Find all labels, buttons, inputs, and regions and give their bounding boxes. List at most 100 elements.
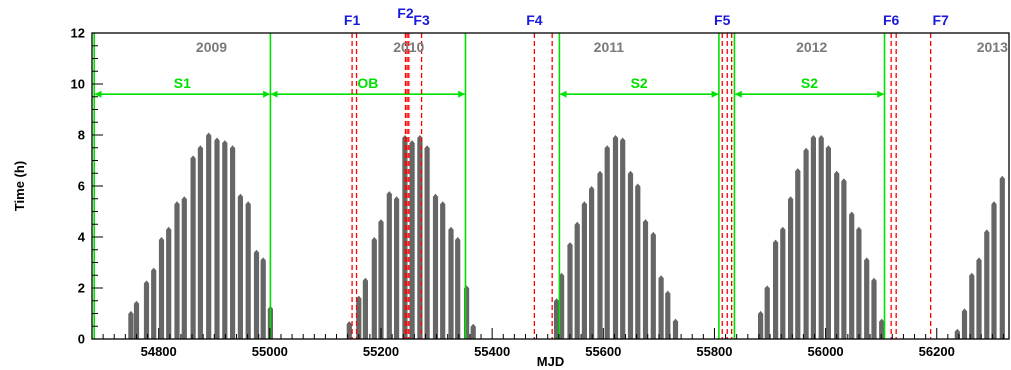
data-bar-59 bbox=[803, 147, 809, 339]
data-bar-66 bbox=[856, 226, 862, 339]
x-tick-label-6: 56000 bbox=[808, 344, 844, 359]
data-bar-9 bbox=[197, 145, 203, 339]
data-bar-12 bbox=[222, 140, 228, 339]
data-bar-5 bbox=[166, 226, 172, 339]
data-bar-46 bbox=[627, 170, 634, 339]
data-bar-25 bbox=[394, 196, 400, 339]
data-bar-27 bbox=[409, 140, 415, 339]
data-bar-45 bbox=[620, 137, 626, 339]
data-bar-0 bbox=[128, 310, 134, 339]
data-bar-23 bbox=[378, 219, 384, 339]
y-tick-label-6: 12 bbox=[71, 26, 85, 41]
data-bar-56 bbox=[780, 226, 786, 339]
data-bar-71 bbox=[961, 308, 968, 339]
data-bar-14 bbox=[237, 193, 243, 339]
data-bar-39 bbox=[574, 221, 580, 339]
data-bar-64 bbox=[841, 178, 847, 339]
data-bar-73 bbox=[976, 257, 982, 339]
period-label-3: S2 bbox=[801, 75, 818, 91]
x-tick-label-1: 55000 bbox=[252, 344, 288, 359]
y-tick-label-5: 10 bbox=[71, 77, 85, 92]
data-bar-53 bbox=[758, 310, 764, 339]
x-axis-title: MJD bbox=[537, 354, 564, 369]
data-bar-43 bbox=[604, 145, 610, 339]
data-bar-38 bbox=[567, 242, 573, 339]
data-bar-74 bbox=[984, 229, 990, 339]
data-bar-47 bbox=[635, 183, 641, 339]
y-axis-title: Time (h) bbox=[12, 161, 27, 211]
data-bar-61 bbox=[818, 135, 824, 339]
data-bar-1 bbox=[133, 300, 140, 339]
data-bar-20 bbox=[356, 295, 362, 339]
year-label-0: 2009 bbox=[196, 39, 227, 55]
data-bar-36 bbox=[554, 298, 560, 339]
flare-label-2: F3 bbox=[413, 12, 430, 28]
y-tick-label-0: 0 bbox=[78, 332, 85, 347]
data-bar-63 bbox=[834, 170, 840, 339]
flare-label-5: F6 bbox=[883, 12, 900, 28]
data-bar-6 bbox=[174, 201, 180, 339]
data-bar-15 bbox=[245, 201, 251, 339]
data-bar-13 bbox=[230, 145, 236, 339]
data-bar-3 bbox=[151, 267, 157, 339]
year-label-1: 2010 bbox=[393, 39, 424, 55]
data-bar-30 bbox=[432, 193, 439, 339]
data-bar-75 bbox=[991, 201, 997, 339]
year-label-2: 2011 bbox=[594, 39, 625, 55]
data-bar-76 bbox=[999, 175, 1005, 339]
y-tick-label-2: 4 bbox=[78, 230, 86, 245]
data-bar-72 bbox=[969, 272, 975, 339]
data-bar-29 bbox=[424, 145, 430, 339]
data-bar-68 bbox=[871, 277, 877, 339]
period-label-1: OB bbox=[357, 75, 378, 91]
y-tick-label-3: 6 bbox=[78, 179, 85, 194]
data-bar-50 bbox=[658, 275, 664, 339]
data-bar-49 bbox=[650, 231, 656, 339]
flare-label-1: F2 bbox=[397, 5, 414, 21]
data-bar-55 bbox=[773, 239, 779, 339]
x-tick-label-0: 54800 bbox=[141, 344, 177, 359]
data-bar-16 bbox=[253, 249, 260, 339]
data-bar-11 bbox=[214, 137, 220, 339]
data-bar-62 bbox=[825, 145, 831, 339]
y-tick-label-1: 2 bbox=[78, 281, 85, 296]
data-bar-8 bbox=[190, 155, 196, 339]
x-tick-label-5: 55800 bbox=[696, 344, 732, 359]
year-label-4: 2013 bbox=[977, 39, 1008, 55]
y-tick-label-4: 8 bbox=[78, 128, 85, 143]
data-bar-58 bbox=[795, 168, 801, 339]
data-bar-31 bbox=[440, 201, 446, 339]
data-bar-48 bbox=[642, 219, 649, 339]
data-bar-52 bbox=[672, 318, 679, 339]
data-bar-17 bbox=[260, 257, 266, 339]
data-bar-21 bbox=[362, 277, 368, 339]
data-bar-54 bbox=[764, 285, 770, 339]
flare-label-0: F1 bbox=[344, 12, 361, 28]
data-bar-67 bbox=[864, 257, 870, 339]
period-label-0: S1 bbox=[174, 75, 191, 91]
flare-label-6: F7 bbox=[932, 12, 949, 28]
flare-label-4: F5 bbox=[714, 12, 731, 28]
data-bar-44 bbox=[612, 135, 619, 339]
x-tick-label-2: 55200 bbox=[363, 344, 399, 359]
year-label-3: 2012 bbox=[796, 39, 827, 55]
data-bar-7 bbox=[181, 196, 187, 339]
flare-label-3: F4 bbox=[526, 12, 543, 28]
data-bar-41 bbox=[589, 186, 595, 339]
data-bar-4 bbox=[158, 237, 165, 339]
data-bar-51 bbox=[665, 290, 671, 339]
data-bar-35 bbox=[470, 323, 476, 339]
data-bar-60 bbox=[810, 135, 816, 339]
data-bar-22 bbox=[371, 237, 377, 339]
x-tick-label-4: 55600 bbox=[585, 344, 621, 359]
data-bar-2 bbox=[143, 280, 150, 339]
data-bar-69 bbox=[879, 318, 885, 339]
data-bar-32 bbox=[448, 226, 454, 339]
data-bar-37 bbox=[559, 272, 565, 339]
x-tick-label-7: 56200 bbox=[919, 344, 955, 359]
data-bar-33 bbox=[455, 237, 461, 339]
data-bar-65 bbox=[849, 211, 855, 339]
data-bar-24 bbox=[386, 191, 392, 339]
period-label-2: S2 bbox=[631, 75, 648, 91]
